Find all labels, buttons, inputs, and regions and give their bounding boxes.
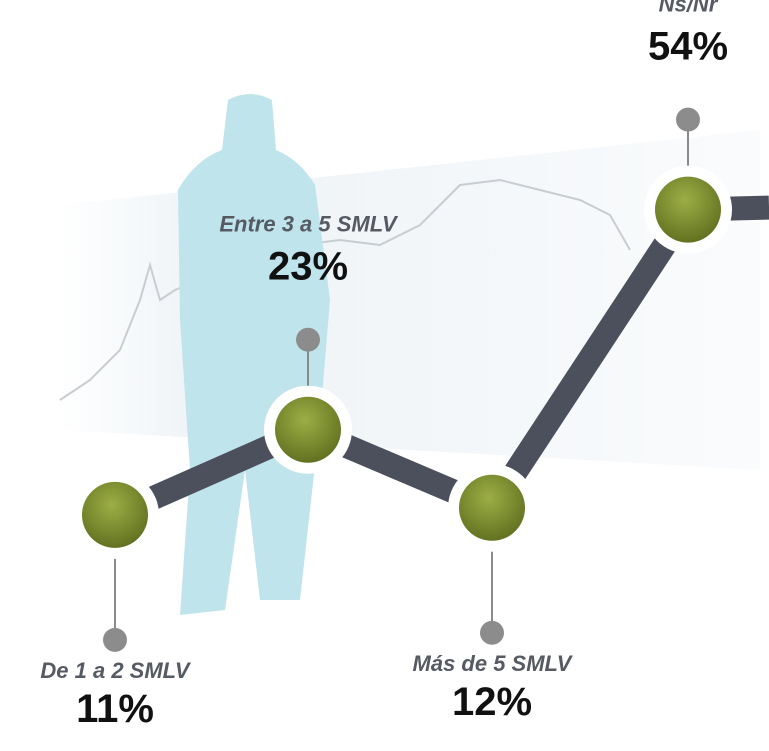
pin-dot [296,327,320,352]
category-label: Más de 5 SMLV [413,651,574,676]
background [59,94,760,615]
pin-dot [676,107,700,132]
value-label: 11% [76,687,154,731]
value-label: 54% [648,25,728,69]
line [110,203,699,526]
marker [459,474,525,541]
marker [82,481,148,548]
pin-dot [480,620,504,645]
category-label: Entre 3 a 5 SMLV [219,212,399,237]
marker [275,396,341,463]
value-label: 12% [452,680,532,724]
marker [655,176,721,243]
category-label: De 1 a 2 SMLV [40,658,192,683]
category-label: Ns/Nr [659,0,719,17]
pin-dot [103,627,127,652]
value-label: 23% [268,245,348,289]
